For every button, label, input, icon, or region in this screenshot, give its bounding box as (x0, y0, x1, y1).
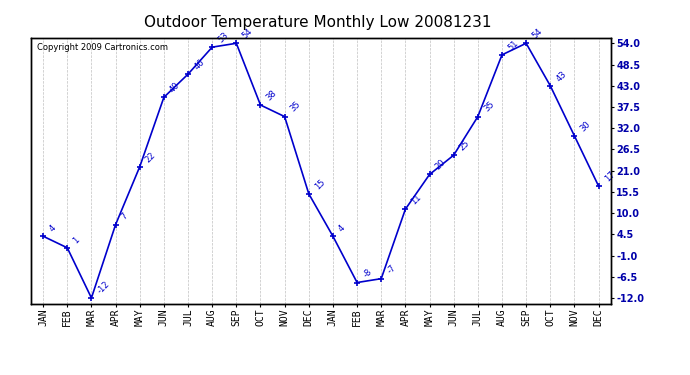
Text: 51: 51 (506, 38, 520, 52)
Text: 38: 38 (265, 88, 279, 102)
Text: Outdoor Temperature Monthly Low 20081231: Outdoor Temperature Monthly Low 20081231 (144, 15, 491, 30)
Text: 46: 46 (193, 57, 206, 71)
Text: 7: 7 (120, 212, 130, 222)
Text: 35: 35 (482, 100, 496, 114)
Text: Copyright 2009 Cartronics.com: Copyright 2009 Cartronics.com (37, 43, 168, 52)
Text: 4: 4 (48, 224, 57, 234)
Text: -7: -7 (386, 264, 397, 276)
Text: 15: 15 (313, 177, 327, 191)
Text: 30: 30 (579, 119, 593, 133)
Text: 35: 35 (289, 100, 303, 114)
Text: -12: -12 (96, 279, 112, 295)
Text: 4: 4 (337, 224, 347, 234)
Text: 25: 25 (458, 139, 472, 152)
Text: 11: 11 (410, 193, 424, 206)
Text: 40: 40 (168, 81, 182, 94)
Text: 22: 22 (144, 150, 158, 164)
Text: -8: -8 (362, 267, 373, 280)
Text: 54: 54 (241, 27, 255, 40)
Text: 54: 54 (531, 27, 544, 40)
Text: 53: 53 (217, 30, 230, 44)
Text: 1: 1 (72, 235, 81, 245)
Text: 20: 20 (434, 158, 448, 172)
Text: 17: 17 (603, 170, 617, 183)
Text: 43: 43 (555, 69, 569, 83)
